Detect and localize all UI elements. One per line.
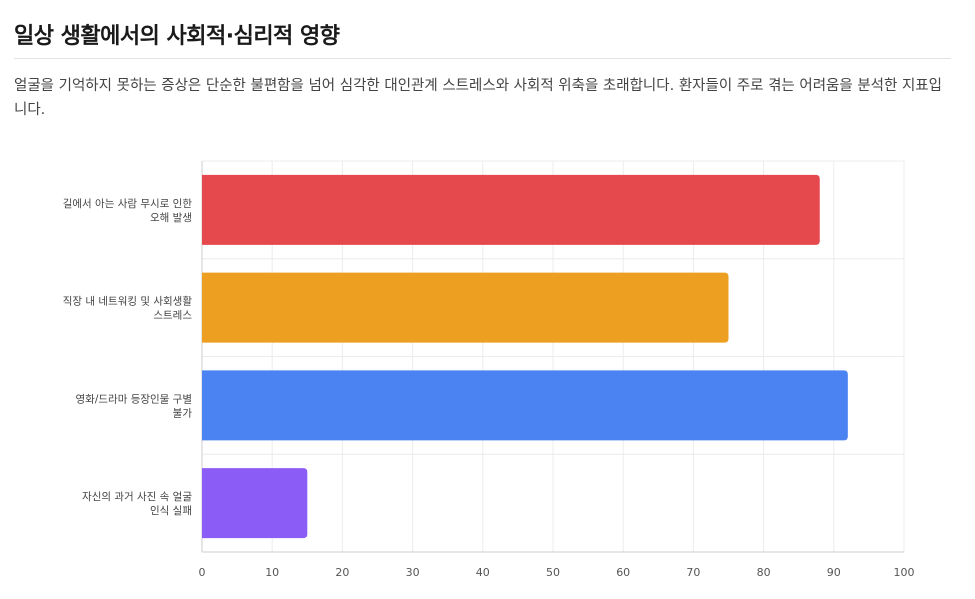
x-tick-label: 90 — [827, 566, 841, 579]
x-tick-label: 0 — [199, 566, 206, 579]
bar — [202, 468, 308, 539]
category-label: 오해 발생 — [150, 211, 192, 224]
bar — [202, 272, 729, 343]
category-label: 자신의 과거 사진 속 얼굴 — [82, 491, 192, 503]
x-tick-label: 10 — [265, 566, 279, 579]
bar — [202, 370, 848, 441]
category-label: 영화/드라마 등장인물 구별 — [76, 393, 192, 405]
title-divider — [14, 58, 951, 59]
section-description: 얼굴을 기억하지 못하는 증상은 단순한 불편함을 넘어 심각한 대인관계 스트… — [14, 78, 942, 118]
category-label: 인식 실패 — [150, 505, 192, 517]
x-tick-label: 30 — [406, 566, 420, 579]
x-tick-label: 100 — [894, 566, 915, 579]
category-label: 직장 내 네트워킹 및 사회생활 — [63, 295, 193, 308]
x-tick-label: 80 — [757, 566, 771, 579]
category-label: 스트레스 — [153, 310, 192, 322]
category-label: 불가 — [173, 407, 193, 419]
x-tick-label: 20 — [335, 566, 349, 579]
x-tick-label: 60 — [616, 566, 630, 579]
category-label: 길에서 아는 사람 무시로 인한 — [63, 197, 193, 210]
bar — [202, 174, 820, 245]
page-title: 일상 생활에서의 사회적·심리적 영향 — [14, 24, 340, 49]
x-tick-label: 70 — [686, 566, 700, 579]
x-tick-label: 40 — [476, 566, 490, 579]
x-tick-label: 50 — [546, 566, 560, 579]
